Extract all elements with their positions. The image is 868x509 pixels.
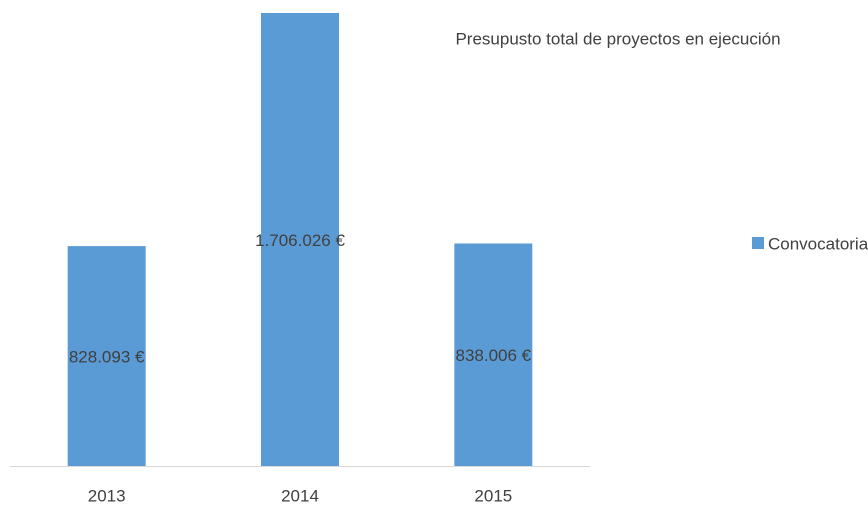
- legend-swatch: [752, 237, 764, 249]
- chart-title: Presupusto total de proyectos en ejecuci…: [455, 29, 780, 48]
- data-label: 828.093 €: [69, 348, 145, 367]
- bar: [261, 13, 339, 466]
- data-label: 1.706.026 €: [255, 231, 345, 250]
- legend-label: Convocatoria ONGD´s: [768, 234, 868, 253]
- x-tick-label: 2014: [281, 486, 319, 505]
- data-label: 838.006 €: [456, 346, 532, 365]
- x-tick-label: 2013: [88, 486, 126, 505]
- x-tick-label: 2015: [474, 486, 512, 505]
- bar: [454, 243, 533, 466]
- bar: [67, 246, 146, 466]
